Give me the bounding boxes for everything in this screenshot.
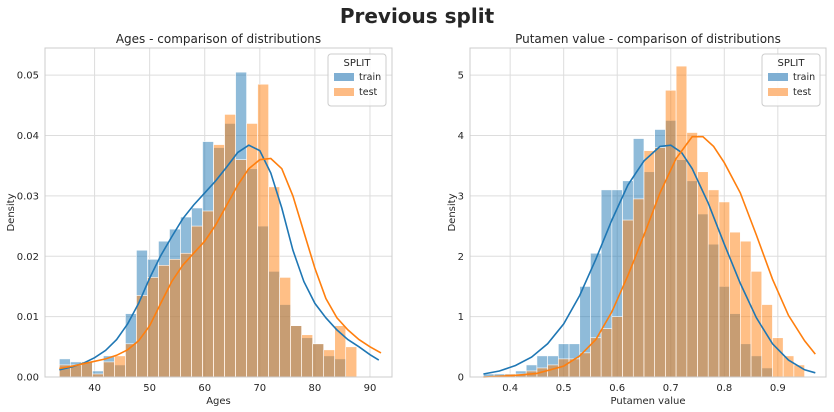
test-bar (114, 355, 126, 378)
test-bar (772, 337, 784, 378)
test-bar (158, 265, 170, 378)
test-bar (740, 240, 752, 378)
chart-title: Ages - comparison of distributions (116, 32, 321, 46)
test-bar (675, 65, 688, 378)
test-bar (697, 171, 709, 378)
test-bar (611, 316, 623, 378)
test-bars (504, 65, 805, 378)
y-axis-label: Density (6, 193, 17, 231)
test-bar (268, 186, 280, 378)
test-bar (257, 83, 269, 378)
test-bar (323, 349, 336, 378)
legend-swatch-test (768, 88, 788, 96)
legend: SPLIT train test (327, 53, 387, 107)
x-tick-label: 0.6 (609, 383, 625, 394)
x-tick-label: 40 (88, 383, 101, 394)
test-bar (729, 231, 741, 378)
y-tick-label: 0.03 (17, 191, 39, 202)
y-tick-label: 3 (458, 191, 464, 202)
test-kde-line (59, 157, 382, 370)
test-bar (600, 328, 613, 378)
x-tick-label: 0.5 (556, 383, 572, 394)
figure-title: Previous split (339, 4, 495, 28)
test-bar (180, 252, 192, 378)
y-tick-label: 0.02 (17, 252, 39, 263)
legend-swatch-train (334, 73, 354, 81)
y-tick-label: 0.05 (17, 71, 39, 82)
test-kde-line (483, 135, 816, 378)
chart-title: Putamen value - comparison of distributi… (515, 32, 781, 46)
legend-label-test: test (793, 87, 812, 98)
test-bar (246, 123, 258, 378)
test-bar (622, 219, 634, 378)
y-tick-label: 0.00 (17, 373, 39, 384)
x-tick-label: 70 (253, 383, 266, 394)
x-tick-label: 0.8 (716, 383, 732, 394)
y-tick-label: 1 (458, 312, 464, 323)
ages-chart: 40 50 60 70 80 90 0.00 0.01 0.02 0.03 0.04 0.05 Ages… (6, 32, 393, 407)
y-tick-label: 5 (458, 71, 464, 82)
test-bar (643, 150, 655, 378)
x-tick-label: 0.4 (502, 383, 518, 394)
plot-frame (469, 47, 827, 378)
legend-title: SPLIT (343, 58, 371, 69)
y-axis-label: Density (447, 193, 458, 231)
test-bar (665, 89, 677, 378)
test-bars (59, 83, 358, 378)
test-bar (224, 114, 236, 378)
y-tick-label: 4 (458, 131, 464, 142)
test-bar (632, 198, 645, 378)
plot-frame (44, 47, 393, 378)
legend: SPLIT train test (761, 53, 821, 107)
test-bar (301, 334, 313, 378)
test-bar (235, 159, 247, 378)
legend-label-train: train (359, 72, 381, 83)
x-tick-label: 50 (143, 383, 156, 394)
x-tick-label: 80 (309, 383, 322, 394)
test-bar (103, 361, 115, 378)
y-tick-label: 0.04 (17, 131, 39, 142)
test-bar (654, 147, 666, 378)
test-bar (547, 364, 559, 378)
legend-title: SPLIT (777, 58, 805, 69)
x-axis-label: Putamen value (611, 396, 686, 407)
test-bar (125, 343, 137, 378)
y-tick-label: 0.01 (17, 312, 39, 323)
test-bar (290, 325, 302, 378)
legend-label-train: train (793, 72, 815, 83)
test-bar (213, 144, 225, 378)
legend-swatch-train (768, 73, 788, 81)
legend-swatch-test (334, 88, 354, 96)
x-tick-label: 0.9 (770, 383, 786, 394)
y-tick-label: 0 (458, 373, 464, 384)
x-tick-label: 90 (364, 383, 377, 394)
train-kde-line (59, 144, 380, 371)
x-tick-label: 0.7 (663, 383, 679, 394)
test-bar (718, 201, 730, 378)
x-axis-label: Ages (206, 396, 231, 407)
legend-label-test: test (359, 87, 378, 98)
putamen-chart: 0.4 0.5 0.6 0.7 0.8 0.9 0 1 2 3 4 5 Putamen value - … (447, 32, 827, 407)
test-bar (579, 352, 591, 378)
test-bar (312, 343, 325, 378)
test-bar (345, 346, 358, 378)
test-bar (279, 277, 291, 378)
train-kde-line (483, 144, 816, 375)
y-tick-label: 2 (458, 252, 464, 263)
x-tick-label: 60 (198, 383, 211, 394)
